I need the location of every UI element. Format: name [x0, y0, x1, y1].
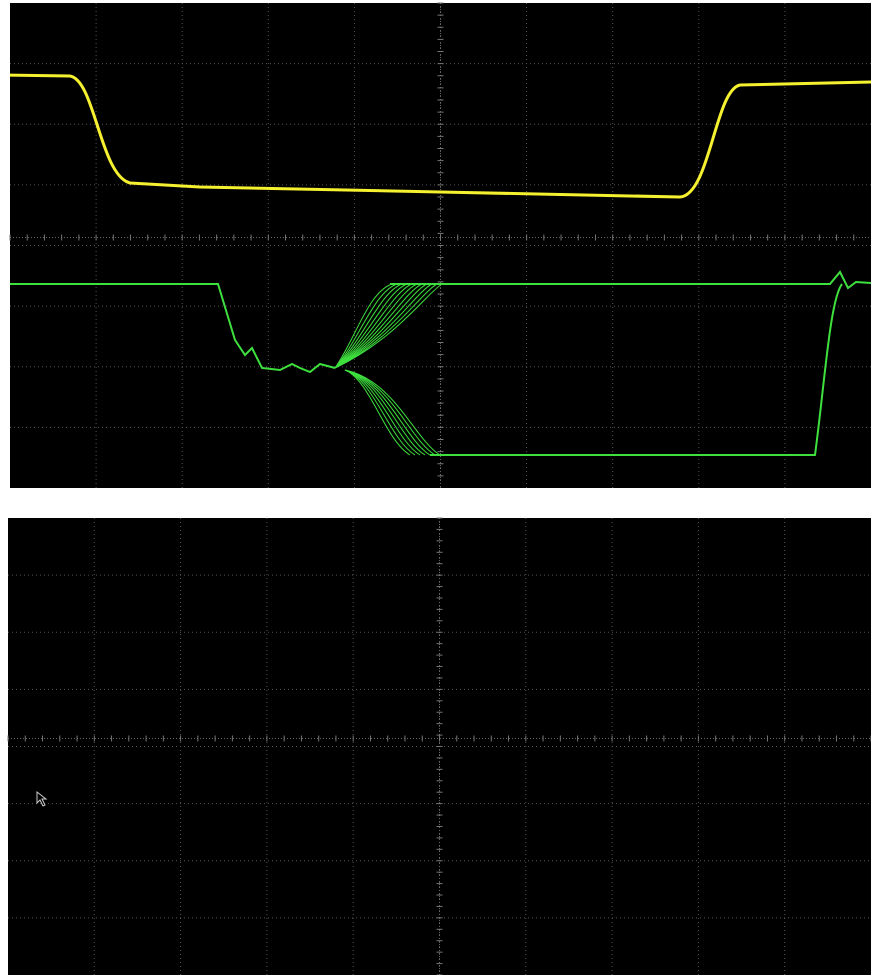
page: (() => { const data = JSON.parse(documen… — [0, 0, 871, 975]
scope-panel — [0, 518, 871, 975]
scope-panel — [0, 3, 871, 488]
scope-screenshot — [0, 0, 871, 975]
